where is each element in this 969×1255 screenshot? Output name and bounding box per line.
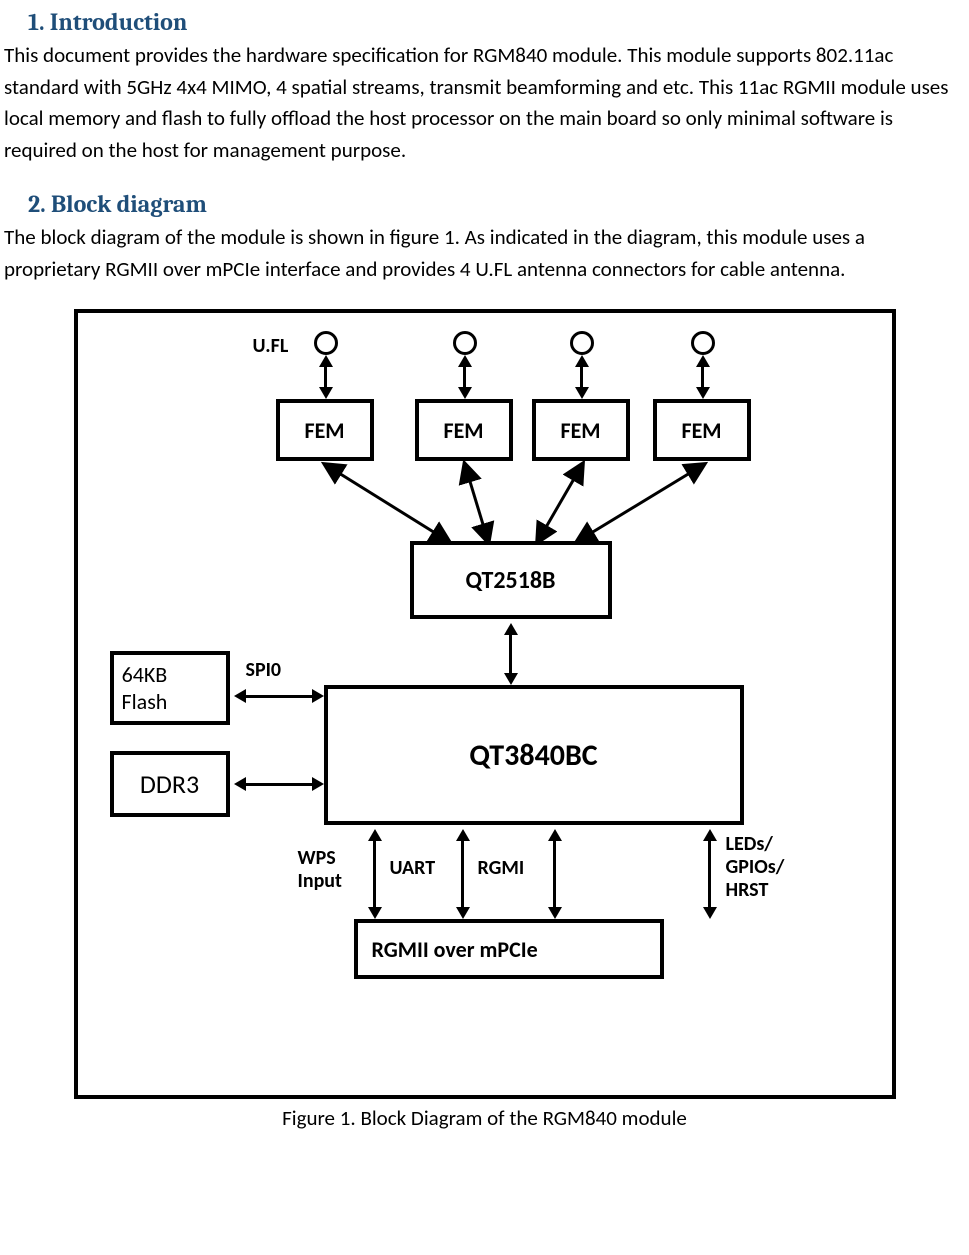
leds-gpios-hrst-label: LEDs/ GPIOs/ HRST <box>726 833 785 902</box>
spi0-label: SPI0 <box>246 659 282 682</box>
section-2-body: The block diagram of the module is shown… <box>4 222 965 285</box>
section-1-heading: 1. Introduction <box>28 8 969 36</box>
flash-block: 64KB Flash <box>110 651 230 725</box>
section-2-heading: 2. Block diagram <box>28 190 969 218</box>
block-diagram-frame: U.FL FEM FEM FEM FEM <box>74 309 896 1099</box>
rgmii-mpcie-block: RGMII over mPCIe <box>354 919 664 979</box>
rgmi-label: RGMI <box>478 857 525 880</box>
uart-label: UART <box>390 857 436 880</box>
ddr3-block: DDR3 <box>110 751 230 817</box>
block-diagram-container: U.FL FEM FEM FEM FEM <box>0 309 969 1131</box>
qt3840bc-block: QT3840BC <box>324 685 744 825</box>
section-1-body: This document provides the hardware spec… <box>4 40 965 166</box>
qt2518b-block: QT2518B <box>410 541 612 619</box>
figure-caption: Figure 1. Block Diagram of the RGM840 mo… <box>282 1105 687 1131</box>
wps-input-label: WPS Input <box>298 847 342 893</box>
